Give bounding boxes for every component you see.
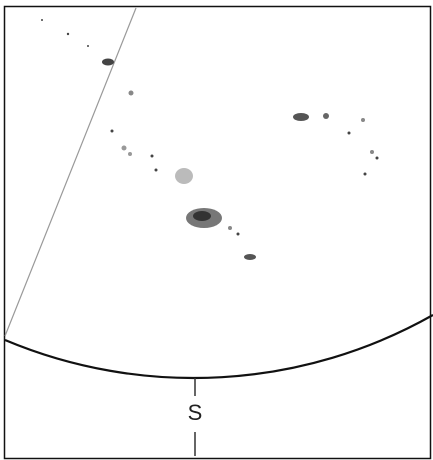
spot xyxy=(128,152,132,156)
spot xyxy=(193,211,211,221)
spot xyxy=(111,130,114,133)
spot xyxy=(41,19,43,21)
spot xyxy=(102,59,114,66)
spot xyxy=(228,226,232,230)
background xyxy=(0,0,433,460)
south-label: S xyxy=(188,400,203,425)
spot xyxy=(87,45,89,47)
spot xyxy=(155,169,158,172)
spot xyxy=(237,233,240,236)
spot xyxy=(364,173,367,176)
spot xyxy=(175,168,193,184)
spot xyxy=(376,157,379,160)
spot xyxy=(293,113,309,121)
spot xyxy=(361,118,365,122)
spot xyxy=(244,254,256,260)
spot xyxy=(348,132,351,135)
spot xyxy=(151,155,154,158)
spot xyxy=(67,33,69,35)
spot xyxy=(370,150,374,154)
spot xyxy=(122,146,127,151)
spot xyxy=(129,91,134,96)
sunspot-drawing: S xyxy=(0,0,433,460)
spot xyxy=(323,113,329,119)
